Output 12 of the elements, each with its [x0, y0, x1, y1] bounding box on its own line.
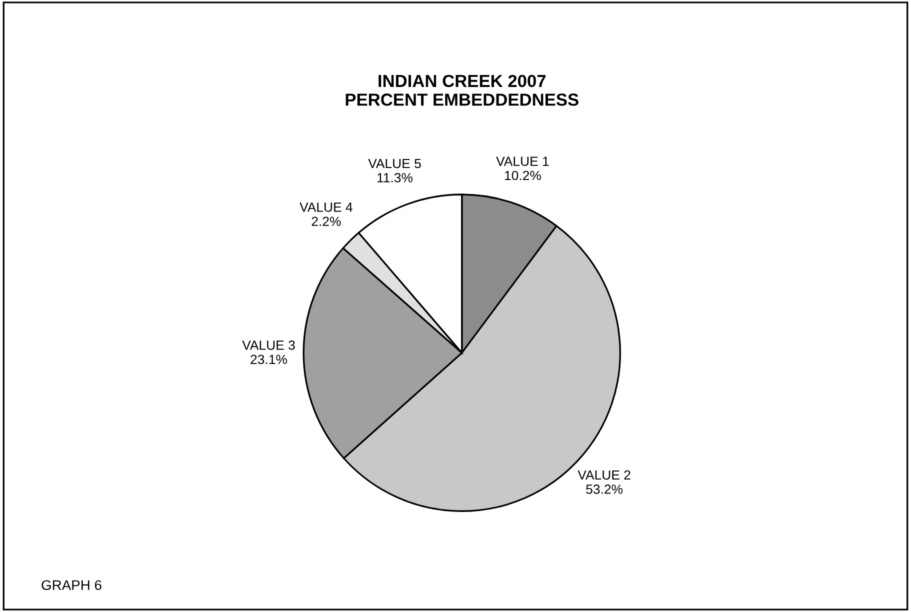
- data-label: 53.2%: [586, 484, 623, 494]
- data-label: 11.3%: [378, 173, 412, 182]
- data-label: 2.2%: [312, 216, 341, 226]
- slice-label: VALUE 3: [242, 340, 295, 350]
- caption: GRAPH 6: [42, 580, 102, 590]
- data-label: 10.2%: [505, 170, 541, 180]
- slice-label: VALUE 2: [578, 470, 630, 480]
- data-label: 23.1%: [250, 354, 287, 364]
- chart-title: INDIAN CREEK 2007 PERCENT EMBEDDEDNESS: [346, 74, 578, 106]
- slice-label: VALUE 5: [368, 158, 421, 168]
- slice-label: VALUE 4: [300, 202, 352, 212]
- slice-label: VALUE 1: [496, 156, 549, 166]
